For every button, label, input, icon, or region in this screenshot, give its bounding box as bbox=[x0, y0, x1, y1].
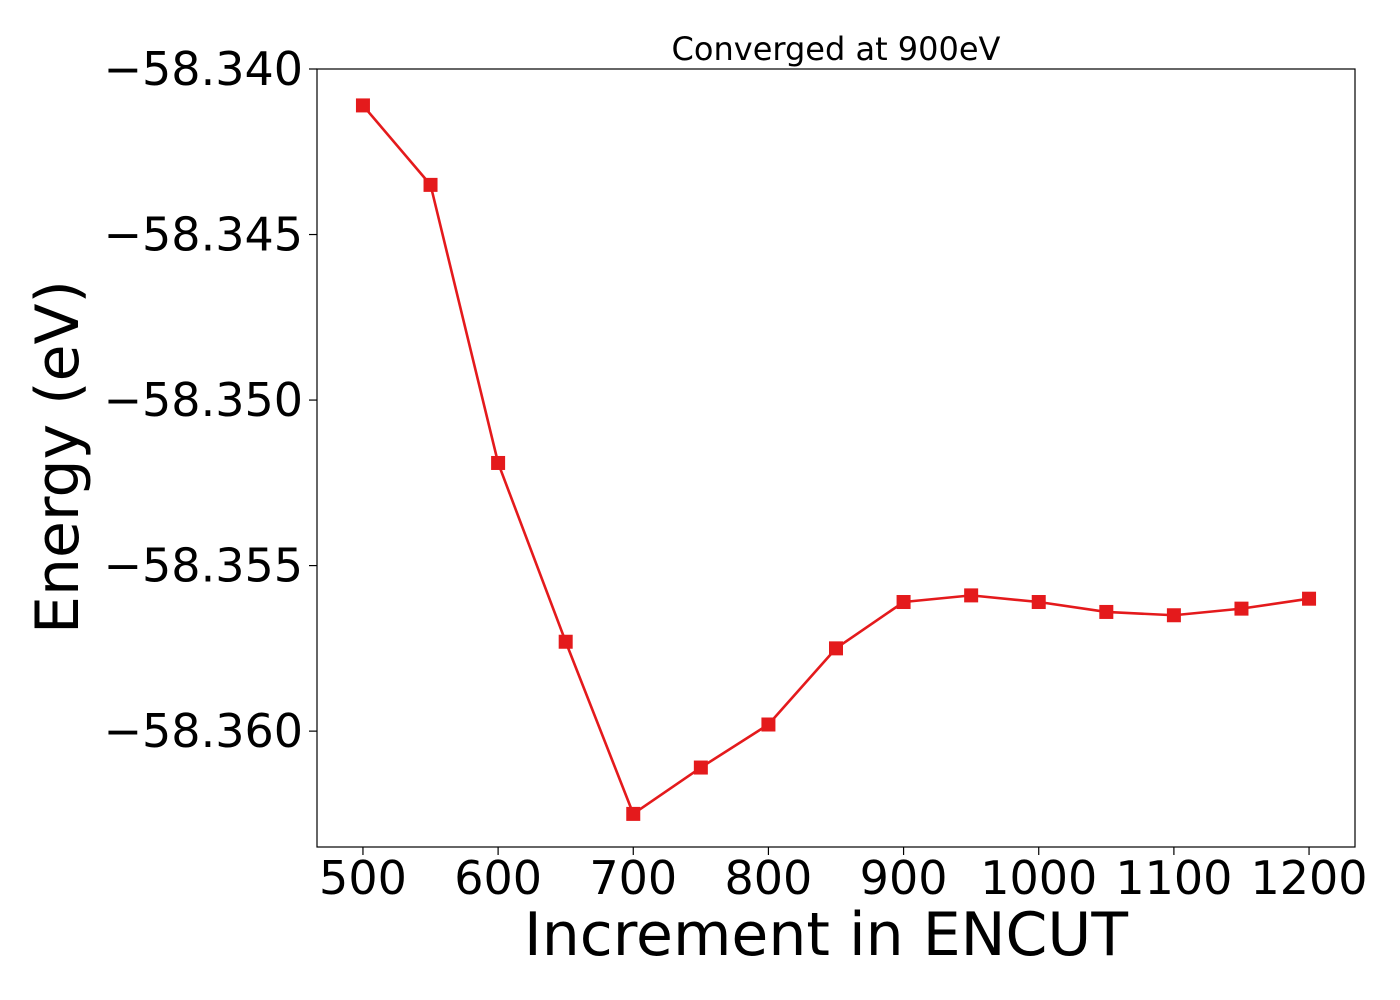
data-point bbox=[1031, 595, 1046, 610]
data-point bbox=[1234, 601, 1249, 616]
data-point bbox=[423, 177, 438, 192]
y-tick-label: −58.355 bbox=[104, 539, 304, 593]
x-tick-label: 900 bbox=[860, 851, 948, 905]
x-tick-label: 1000 bbox=[980, 851, 1097, 905]
x-tick-label: 800 bbox=[725, 851, 813, 905]
x-tick-label: 700 bbox=[589, 851, 677, 905]
data-point bbox=[1166, 608, 1181, 623]
data-point bbox=[693, 760, 708, 775]
x-tick-label: 1200 bbox=[1251, 851, 1368, 905]
data-point bbox=[1099, 604, 1114, 619]
y-tick-label: −58.360 bbox=[104, 704, 304, 758]
plot-frame bbox=[316, 68, 1356, 848]
y-axis-label: Energy (eV) bbox=[23, 280, 93, 634]
y-tick-label: −58.350 bbox=[104, 373, 304, 427]
data-point bbox=[896, 595, 911, 610]
x-tick-label: 1100 bbox=[1115, 851, 1232, 905]
data-point bbox=[964, 588, 979, 603]
data-point bbox=[355, 98, 370, 113]
x-tick-label: 500 bbox=[319, 851, 407, 905]
y-tick-label: −58.340 bbox=[104, 42, 304, 96]
data-point bbox=[1302, 591, 1317, 606]
data-point bbox=[626, 806, 641, 821]
x-tick-label: 600 bbox=[454, 851, 542, 905]
x-axis-label: Increment in ENCUT bbox=[524, 900, 1128, 970]
data-point bbox=[761, 717, 776, 732]
plot-area: 500 600 700 800 900 1000 1100 1200 −58.340 −58.34… bbox=[104, 42, 1368, 905]
y-tick-label: −58.345 bbox=[104, 208, 304, 262]
chart-title: Converged at 900eV bbox=[672, 30, 1001, 68]
data-point bbox=[829, 641, 843, 656]
data-point bbox=[558, 634, 573, 649]
data-point bbox=[491, 455, 506, 470]
